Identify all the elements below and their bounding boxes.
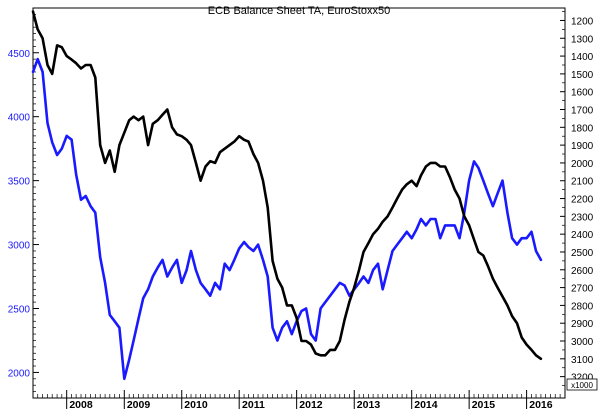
left-axis-tick-label: 2500 [8, 304, 31, 315]
right-axis-tick-label: 1300 [571, 34, 594, 45]
x-axis-year-label: 2014 [414, 399, 438, 409]
right-axis-tick-label: 2000 [571, 159, 594, 170]
right-axis-unit-label: x1000 [571, 381, 593, 390]
x-axis-year-label: 2015 [472, 399, 496, 409]
right-axis-tick-label: 2100 [571, 177, 594, 188]
series-line-1 [31, 57, 543, 381]
right-axis-tick-label: 1200 [571, 16, 594, 27]
x-axis-year-label: 2013 [357, 399, 381, 409]
left-axis: 2000 2500 3000 3500 4000 4500 [8, 14, 39, 392]
right-axis-tick-label: 1800 [571, 123, 594, 134]
right-axis-tick-label: 3200 [571, 373, 594, 384]
right-axis-tick-label: 3000 [571, 337, 594, 348]
right-axis-tick-label: 2800 [571, 301, 594, 312]
x-axis-year-label: 2008 [69, 399, 93, 409]
right-axis-tick-label: 2200 [571, 195, 594, 206]
chart-title: ECB Balance Sheet TA, EuroStoxx50 [208, 5, 390, 17]
right-axis-tick-label: 3100 [571, 355, 594, 366]
x-axis-year-label: 2012 [299, 399, 323, 409]
right-axis-tick-label: 2600 [571, 266, 594, 277]
x-axis-year-label: 2009 [127, 399, 151, 409]
right-axis-tick-label: 1700 [571, 106, 594, 117]
series-layer [31, 10, 543, 381]
right-axis-tick-label: 1600 [571, 88, 594, 99]
right-axis: 1200 1300 1400 1500 1600 1700 1800 1900 2000 2100… [560, 11, 594, 386]
right-axis-tick-label: 1400 [571, 52, 594, 63]
left-axis-tick-label: 4500 [8, 49, 31, 60]
x-axis-year-label: 2016 [529, 399, 553, 409]
left-axis-tick-label: 3500 [8, 177, 31, 188]
right-axis-unit-box: x1000 [566, 378, 598, 391]
right-axis-tick-label: 2700 [571, 284, 594, 295]
left-axis-tick-label: 4000 [8, 113, 31, 124]
right-axis-tick-label: 2500 [571, 248, 594, 259]
x-axis-year-label: 2010 [184, 399, 208, 409]
right-axis-tick-label: 2400 [571, 230, 594, 241]
right-axis-tick-label: 1500 [571, 70, 594, 81]
left-axis-tick-label: 3000 [8, 241, 31, 252]
series-line-2 [31, 10, 543, 361]
x-axis: 2008 2009 2010 2011 2012 2013 2014 2015 2016 [32, 390, 566, 411]
right-axis-tick-label: 2900 [571, 319, 594, 330]
plot-area [32, 7, 566, 399]
right-axis-tick-label: 2300 [571, 212, 594, 223]
left-axis-tick-label: 2000 [8, 368, 31, 379]
x-axis-year-label: 2011 [242, 399, 265, 409]
right-axis-tick-label: 1900 [571, 141, 594, 152]
